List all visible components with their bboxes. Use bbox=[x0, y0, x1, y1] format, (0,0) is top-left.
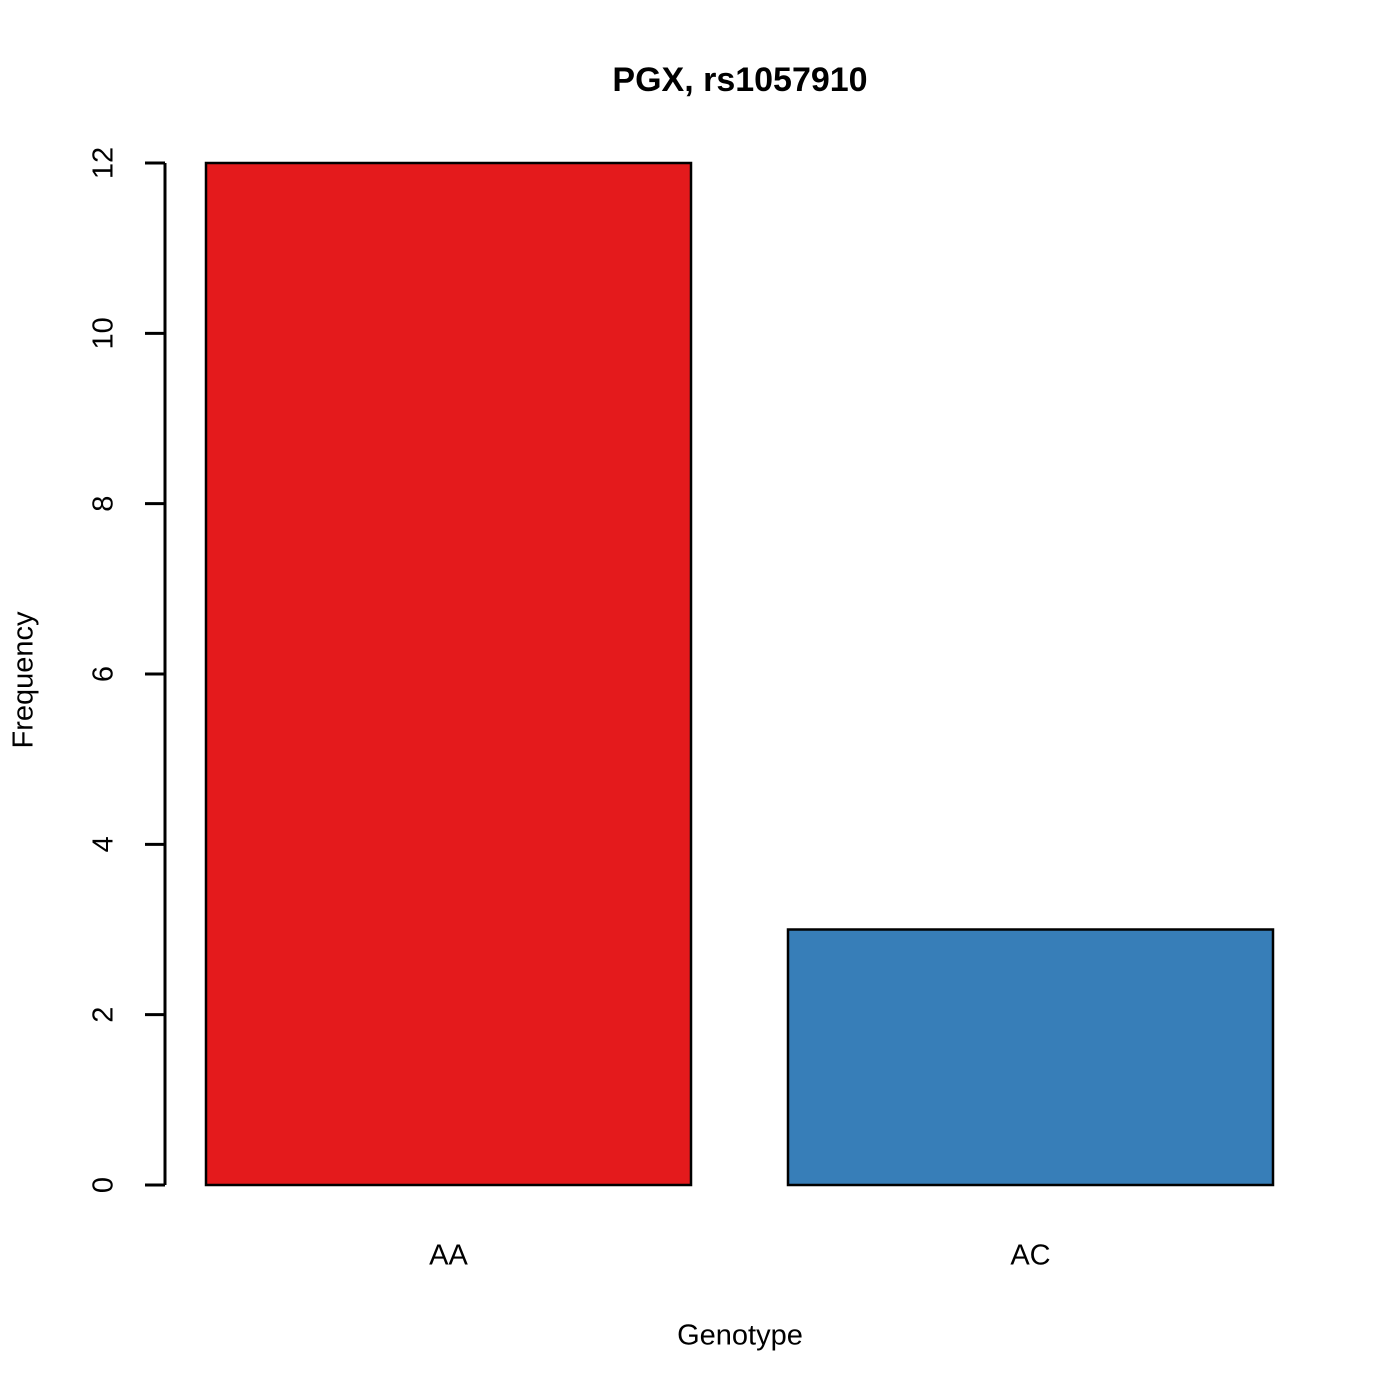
y-tick-label: 0 bbox=[88, 1177, 120, 1193]
bar bbox=[204, 161, 693, 1187]
y-tick-label: 2 bbox=[88, 1007, 120, 1023]
y-tick-label: 10 bbox=[88, 317, 120, 349]
x-tick-label: AC bbox=[1010, 1240, 1050, 1272]
x-axis-label: Genotype bbox=[677, 1320, 803, 1352]
x-tick-label: AA bbox=[429, 1240, 468, 1272]
y-tick-label: 4 bbox=[88, 836, 120, 852]
chart-title: PGX, rs1057910 bbox=[612, 61, 867, 99]
y-tick-label: 12 bbox=[88, 147, 120, 179]
bar bbox=[786, 928, 1275, 1187]
y-tick-label: 6 bbox=[88, 666, 120, 682]
y-axis-label: Frequency bbox=[8, 611, 40, 749]
y-tick-label: 8 bbox=[88, 496, 120, 512]
